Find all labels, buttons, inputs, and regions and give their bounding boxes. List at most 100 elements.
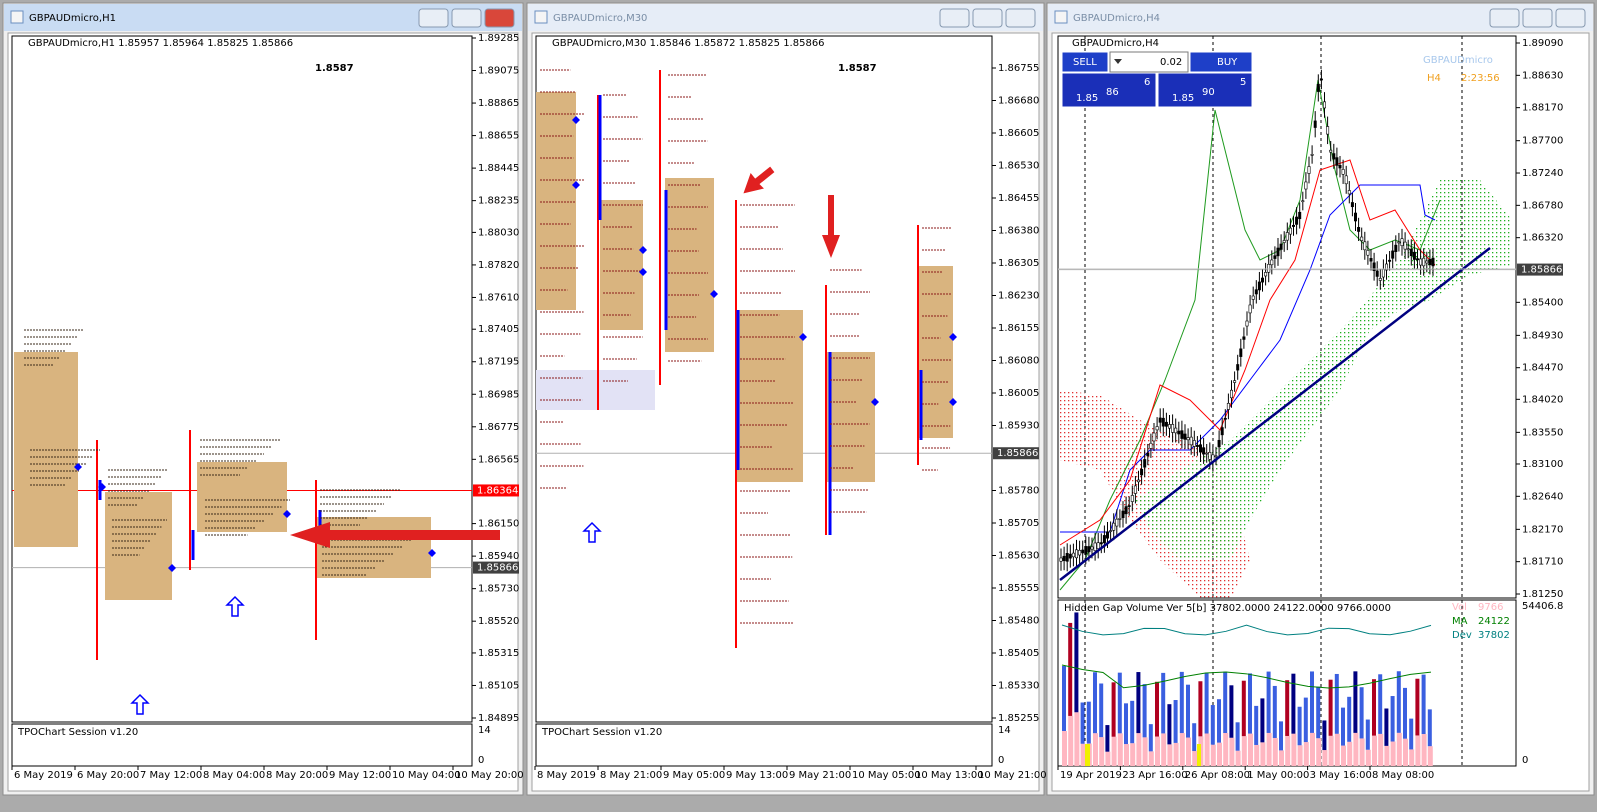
candle-body xyxy=(1357,227,1361,232)
maximize-button[interactable] xyxy=(972,8,1003,28)
volume-bar-low xyxy=(1136,733,1142,766)
candle-body xyxy=(1208,452,1212,460)
timeframe: H4 xyxy=(1427,73,1441,84)
ask-price-box[interactable] xyxy=(1157,72,1253,108)
buy-label: BUY xyxy=(1217,57,1238,68)
window-icon xyxy=(10,10,24,24)
candle-body xyxy=(1338,165,1342,169)
time-label: 10 May 04:00 xyxy=(392,770,461,781)
volume-bar xyxy=(1396,671,1401,733)
tpo-diamond xyxy=(710,290,718,298)
volume-bar-low xyxy=(1068,715,1074,766)
maximize-button[interactable] xyxy=(1522,8,1553,28)
minimize-button[interactable] xyxy=(1489,8,1520,28)
price-label: 1.85930 xyxy=(998,421,1039,432)
volume-bar xyxy=(1384,708,1389,746)
candle-body xyxy=(1068,553,1072,559)
volume-bar xyxy=(1266,671,1271,733)
volume-bar xyxy=(1390,696,1395,742)
price-label: 1.89090 xyxy=(1522,38,1563,49)
candle-body xyxy=(1375,270,1379,277)
price-label: 1.88235 xyxy=(478,196,519,207)
price-marker-bg xyxy=(1517,263,1563,276)
candle-body xyxy=(1109,530,1113,532)
window-title: GBPAUDmicro,H4 xyxy=(1073,13,1160,24)
candle-body xyxy=(1304,181,1308,190)
candle-body xyxy=(1372,262,1376,271)
candle-body xyxy=(1102,535,1106,544)
tpo-value-area xyxy=(737,310,803,482)
volume-bar xyxy=(1322,720,1327,751)
volume-bar-low xyxy=(1161,733,1167,766)
bar-countdown: 2:23:56 xyxy=(1461,73,1500,84)
volume-bar-low xyxy=(1291,733,1297,766)
minimize-button[interactable] xyxy=(418,8,449,28)
candle-body xyxy=(1140,469,1144,476)
volume-bar-flag xyxy=(1085,744,1090,766)
price-label: 1.85255 xyxy=(998,713,1039,724)
volume-bar-low xyxy=(1427,746,1433,766)
candle-body xyxy=(1075,549,1079,559)
sell-button[interactable] xyxy=(1061,51,1109,73)
candle-body xyxy=(1378,278,1382,281)
candle-body xyxy=(1186,437,1190,441)
tenkan-sen xyxy=(1059,159,1436,546)
volume-bar-low xyxy=(1179,733,1185,766)
lot-spinner[interactable] xyxy=(1109,51,1189,73)
candle-body xyxy=(1242,336,1246,340)
volume-bar xyxy=(1254,705,1259,745)
price-label: 1.88630 xyxy=(1522,70,1563,81)
price-label: 1.86780 xyxy=(1522,200,1563,211)
volume-bar xyxy=(1403,687,1407,739)
price-label: 1.86565 xyxy=(478,454,519,465)
candle-body xyxy=(1335,157,1339,166)
volume-bar-low xyxy=(1365,749,1371,766)
volume-bar xyxy=(1124,703,1128,745)
time-label: 9 May 12:00 xyxy=(329,770,391,781)
volume-bar xyxy=(1260,698,1265,743)
tpo-value-area xyxy=(665,178,714,352)
candle-body xyxy=(1112,522,1116,531)
buy-button[interactable] xyxy=(1189,51,1253,73)
candle-body xyxy=(1137,479,1141,483)
candle-body xyxy=(1403,241,1407,250)
chart-header: GBPAUDmicro,H1 1.85957 1.85964 1.85825 1… xyxy=(28,38,293,49)
candle-body xyxy=(1168,424,1172,429)
volume-bar xyxy=(1186,684,1190,738)
volume-bar xyxy=(1074,612,1079,713)
close-button[interactable] xyxy=(484,8,515,28)
price-label: 1.88655 xyxy=(478,131,519,142)
candle-body xyxy=(1332,153,1336,160)
candle-body xyxy=(1301,200,1305,203)
candle-body xyxy=(1127,505,1131,507)
candle-body xyxy=(1341,169,1345,175)
time-label: 6 May 2019 xyxy=(14,770,73,781)
tpo-diamond xyxy=(799,333,807,341)
candle-body xyxy=(1078,549,1082,556)
close-button[interactable] xyxy=(1555,8,1586,28)
volume-bar-flag xyxy=(1197,744,1201,766)
window-icon xyxy=(534,10,548,24)
candle-body xyxy=(1344,175,1348,185)
volume-bar-low xyxy=(1303,742,1309,766)
volume-bar-low xyxy=(1130,743,1136,766)
candle-body xyxy=(1245,320,1249,327)
price-marker-bg xyxy=(473,561,519,574)
close-button[interactable] xyxy=(1005,8,1036,28)
maximize-button[interactable] xyxy=(451,8,482,28)
spinner-arrow xyxy=(1114,59,1122,64)
time-label: 10 May 20:00 xyxy=(455,770,524,781)
volume-bar-low xyxy=(1390,741,1396,766)
price-label: 1.86320 xyxy=(1522,233,1563,244)
candle-body xyxy=(1310,154,1314,156)
volume-bar xyxy=(1161,672,1166,734)
volume-bar xyxy=(1303,697,1308,743)
red-arrow xyxy=(822,195,840,258)
tpo-value-area xyxy=(826,352,875,482)
volume-bar-low xyxy=(1328,735,1334,766)
minimize-button[interactable] xyxy=(939,8,970,28)
volume-bar-low xyxy=(1279,750,1284,766)
candle-body xyxy=(1394,244,1398,252)
bid-price-box[interactable] xyxy=(1061,72,1157,108)
